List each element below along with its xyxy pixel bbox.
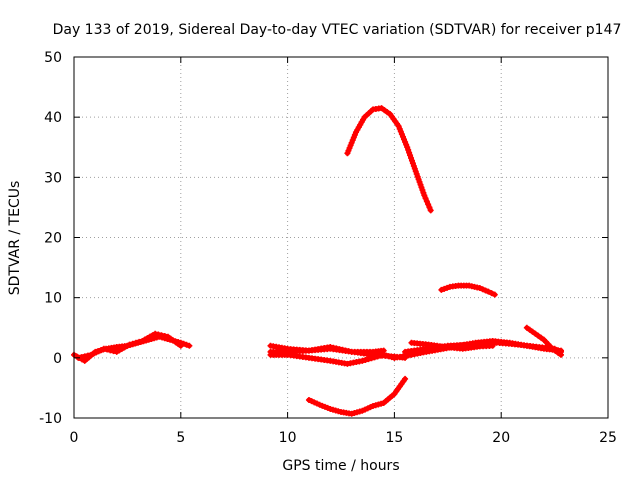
data-point-marker xyxy=(365,356,372,363)
data-point-marker xyxy=(129,340,136,347)
y-tick-label: -10 xyxy=(39,411,62,427)
data-point-marker xyxy=(441,285,448,292)
data-point-marker xyxy=(81,353,88,360)
series-track-2 xyxy=(75,330,184,361)
data-point-marker xyxy=(444,284,451,291)
data-point-marker xyxy=(476,285,483,292)
data-point-marker xyxy=(177,342,184,349)
data-point-marker xyxy=(482,287,489,294)
data-point-marker xyxy=(371,354,378,361)
data-point-marker xyxy=(421,192,428,199)
data-point-marker xyxy=(107,347,114,354)
data-point-marker xyxy=(426,204,433,211)
data-point-marker xyxy=(485,288,492,295)
axis-ticks: 0 5 10 15 20 25 -10 0 10 20 30 40 50 xyxy=(39,50,617,446)
series-track-11 xyxy=(438,282,498,298)
data-points xyxy=(71,105,565,417)
data-point-marker xyxy=(558,351,565,358)
data-point-marker xyxy=(132,339,139,346)
series-track-6 xyxy=(344,105,434,214)
data-point-marker xyxy=(84,352,91,359)
x-tick-label: 0 xyxy=(70,430,79,446)
series-track-12 xyxy=(523,324,565,358)
y-tick-label: 10 xyxy=(44,291,62,307)
x-tick-label: 15 xyxy=(385,430,403,446)
data-point-marker xyxy=(161,333,168,340)
data-point-marker xyxy=(491,291,498,298)
data-point-marker xyxy=(362,356,369,363)
data-point-marker xyxy=(186,342,193,349)
series-track-10 xyxy=(408,339,496,352)
x-axis-label: GPS time / hours xyxy=(282,458,399,474)
data-point-marker xyxy=(374,353,381,360)
data-point-marker xyxy=(110,348,117,355)
x-tick-label: 10 xyxy=(279,430,297,446)
data-point-marker xyxy=(126,341,133,348)
data-point-marker xyxy=(104,346,111,353)
y-tick-label: 40 xyxy=(44,110,62,126)
data-point-marker xyxy=(488,290,495,297)
x-tick-label: 20 xyxy=(492,430,510,446)
data-point-marker xyxy=(489,342,496,349)
chart-title: Day 133 of 2019, Sidereal Day-to-day VTE… xyxy=(53,22,622,38)
x-tick-label: 25 xyxy=(599,430,617,446)
data-point-marker xyxy=(136,338,143,345)
data-point-marker xyxy=(427,207,434,214)
y-tick-label: 30 xyxy=(44,170,62,186)
series-track-7 xyxy=(305,375,409,417)
data-point-marker xyxy=(78,354,85,361)
data-point-marker xyxy=(158,332,165,339)
data-point-marker xyxy=(425,201,432,208)
data-point-marker xyxy=(422,195,429,202)
data-point-marker xyxy=(438,286,445,293)
data-point-marker xyxy=(368,355,375,362)
data-point-marker xyxy=(100,345,107,352)
y-axis-label: SDTVAR / TECUs xyxy=(7,181,23,296)
data-point-marker xyxy=(479,286,486,293)
data-point-marker xyxy=(155,331,162,338)
data-point-marker xyxy=(423,198,430,205)
x-tick-label: 5 xyxy=(176,430,185,446)
series-track-5 xyxy=(267,344,387,355)
y-tick-label: 0 xyxy=(53,351,62,367)
data-point-marker xyxy=(380,347,387,354)
y-tick-label: 50 xyxy=(44,50,62,66)
y-tick-label: 20 xyxy=(44,231,62,247)
data-point-marker xyxy=(359,357,366,364)
data-point-marker xyxy=(183,341,190,348)
data-point-marker xyxy=(402,375,409,382)
data-point-marker xyxy=(152,330,159,337)
